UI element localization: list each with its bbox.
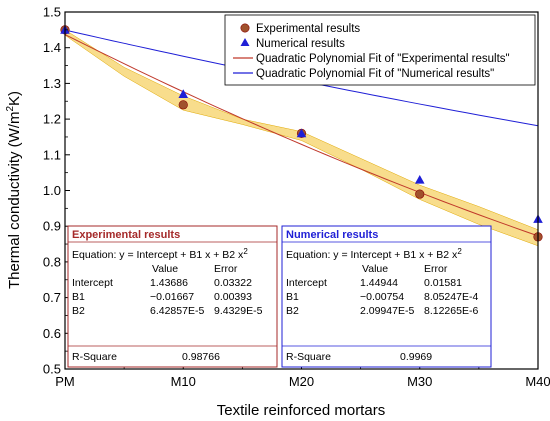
data-point-numerical	[296, 128, 307, 138]
stats-equation-sup-numerical: 2	[457, 247, 462, 256]
stats-row-name: Intercept	[72, 277, 113, 289]
y-tick-label: 0.6	[43, 326, 61, 341]
legend-label-fit-experimental: Quadratic Polynomial Fit of "Experimenta…	[256, 53, 510, 65]
y-tick-label: 0.8	[43, 254, 61, 269]
data-point-experimental	[178, 100, 188, 110]
y-axis-title-sup: 2	[5, 106, 16, 112]
stats-row-error: 8.12265E-6	[424, 305, 478, 317]
stats-col-value-numerical: Value	[362, 263, 388, 275]
stats-title-experimental: Experimental results	[72, 229, 180, 241]
stats-row-error: 0.03322	[214, 277, 252, 289]
y-tick-label: 1.0	[43, 183, 61, 198]
stats-equation-main-numerical: Equation: y = Intercept + B1 x + B2 x	[286, 249, 458, 261]
legend-marker-experimental	[240, 23, 250, 33]
stats-row-error: 8.05247E-4	[424, 291, 478, 303]
stats-row-value: 2.09947E-5	[360, 305, 414, 317]
stats-row-name: B2	[72, 305, 85, 317]
stats-row-name: B1	[72, 291, 85, 303]
y-tick-label: 1.2	[43, 112, 61, 127]
y-tick-label: 1.5	[43, 5, 61, 20]
data-point-numerical	[178, 89, 189, 98]
y-axis: 0.5 0.6 0.7 0.8 0.9 1.0 1.1 1.2 1.3 1.4 1.5	[43, 5, 70, 377]
legend-label-numerical: Numerical results	[256, 38, 345, 50]
data-point-experimental	[415, 189, 425, 199]
fit-line-experimental	[64, 34, 539, 237]
x-tick-label: M20	[289, 374, 314, 389]
stats-row-value: 1.44944	[360, 277, 398, 289]
stats-r-label-numerical: R-Square	[286, 351, 331, 363]
legend-label-fit-numerical: Quadratic Polynomial Fit of "Numerical r…	[256, 68, 494, 80]
legend-frame	[224, 14, 536, 86]
data-point-numerical	[414, 174, 425, 184]
stats-row-error: 9.4329E-5	[214, 305, 263, 317]
stats-equation-numerical: Equation: y = Intercept + B1 x + B2 x2	[286, 247, 462, 261]
y-tick-label: 1.3	[43, 76, 61, 91]
x-axis: PM M10 M20 M30 M40	[55, 364, 550, 389]
stats-row-value: −0.01667	[150, 291, 194, 303]
y-tick-label: 0.7	[43, 290, 61, 305]
y-axis-title: Thermal conductivity (W/m2K)	[5, 91, 23, 289]
stats-r-label-experimental: R-Square	[72, 351, 117, 363]
stats-row-value: 1.43686	[150, 277, 188, 289]
x-axis-title: Textile reinforced mortars	[217, 402, 385, 419]
legend-marker-numerical	[240, 38, 250, 46]
stats-title-numerical: Numerical results	[286, 229, 378, 241]
y-axis-title-main: Thermal conductivity (W/m	[6, 112, 23, 290]
y-tick-label: 0.9	[43, 219, 61, 234]
stats-equation-main-experimental: Equation: y = Intercept + B1 x + B2 x	[72, 249, 244, 261]
stats-row-name: Intercept	[286, 277, 327, 289]
y-tick-label: 1.4	[43, 40, 61, 55]
stats-row-error: 0.01581	[424, 277, 462, 289]
stats-frame-experimental	[67, 225, 278, 368]
y-axis-title-tail: K)	[6, 91, 23, 106]
y-tick-label: 0.5	[43, 362, 61, 377]
x-tick-label: M30	[407, 374, 432, 389]
stats-row-value: 6.42857E-5	[150, 305, 204, 317]
stats-frame-numerical	[281, 225, 492, 368]
x-tick-label: PM	[55, 374, 75, 389]
stats-col-value-experimental: Value	[152, 263, 178, 275]
legend-label-experimental: Experimental results	[256, 23, 360, 35]
y-tick-label: 1.1	[43, 147, 61, 162]
stats-equation-experimental: Equation: y = Intercept + B1 x + B2 x2	[72, 247, 248, 261]
x-tick-label: M10	[171, 374, 196, 389]
stats-row-error: 0.00393	[214, 291, 252, 303]
stats-row-name: B1	[286, 291, 299, 303]
stats-r-value-numerical: 0.9969	[400, 351, 432, 363]
stats-table-experimental: Experimental results Equation: y = Inter…	[67, 225, 278, 368]
stats-r-value-experimental: 0.98766	[182, 351, 220, 363]
legend: Experimental results Numerical results Q…	[224, 14, 536, 86]
stats-equation-sup-experimental: 2	[243, 247, 248, 256]
stats-row-name: B2	[286, 305, 299, 317]
x-tick-label: M40	[525, 374, 550, 389]
stats-col-error-numerical: Error	[424, 263, 448, 275]
stats-col-error-experimental: Error	[214, 263, 238, 275]
stats-table-numerical: Numerical results Equation: y = Intercep…	[281, 225, 492, 368]
stats-row-value: −0.00754	[360, 291, 404, 303]
